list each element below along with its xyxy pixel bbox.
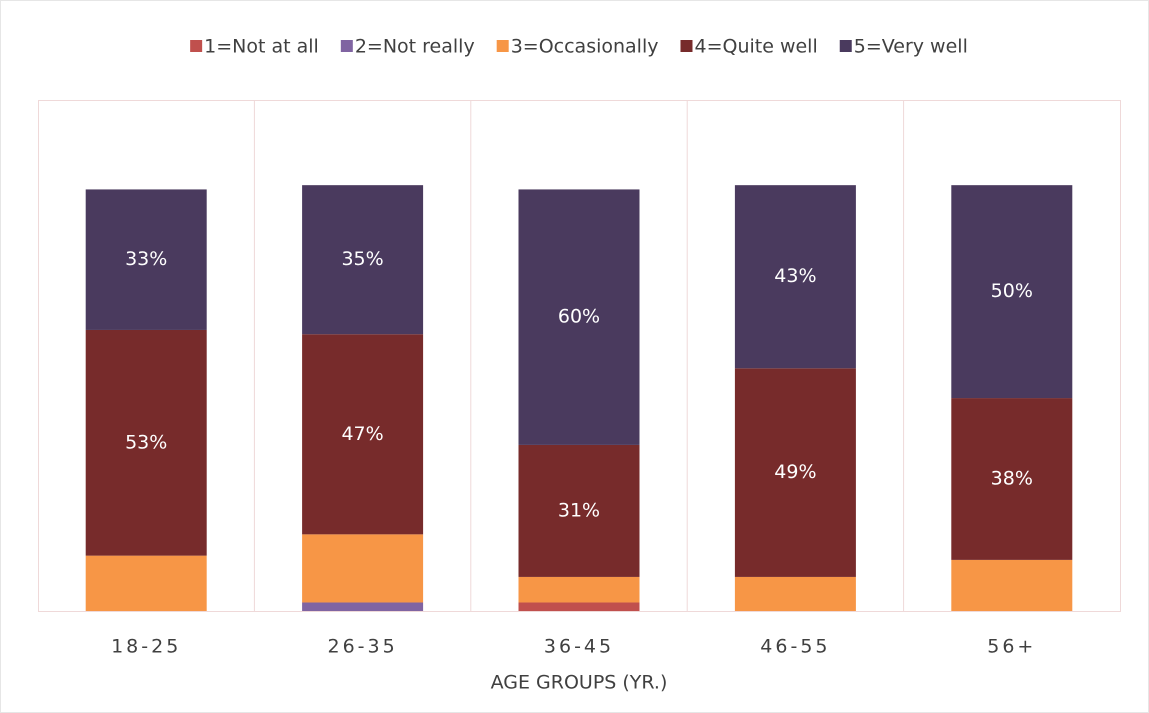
x-tick-label: 26-35 — [327, 636, 397, 658]
x-tick-label: 46-55 — [760, 636, 830, 658]
legend-label: 3=Occasionally — [511, 36, 659, 58]
data-label: 47% — [341, 423, 383, 445]
legend-swatch — [496, 40, 509, 52]
bar-segment — [302, 602, 424, 611]
legend-swatch — [680, 40, 693, 52]
legend: 1=Not at all 2=Not really 3=Occasionally 4=… — [190, 36, 968, 58]
bar-segment — [518, 189, 640, 445]
bar-segment — [302, 534, 424, 603]
bar-segment — [518, 576, 640, 603]
plot-frame — [38, 100, 1121, 612]
bar-segment — [302, 185, 424, 335]
data-label: 33% — [125, 248, 167, 270]
bar-segment — [734, 185, 856, 369]
data-label: 53% — [125, 431, 167, 453]
x-tick-label: 56+ — [987, 636, 1036, 658]
data-label: 50% — [991, 280, 1033, 302]
bar-segment — [518, 602, 640, 611]
legend-label: 2=Not really — [355, 36, 475, 58]
bar-segment — [734, 576, 856, 611]
legend-swatch — [340, 40, 353, 52]
bar-segment — [734, 368, 856, 577]
bar-segment — [302, 334, 424, 535]
bar-segment — [85, 555, 207, 611]
bar-segment — [951, 185, 1073, 399]
x-tick-label: 36-45 — [544, 636, 614, 658]
bar-segment — [951, 559, 1073, 611]
legend-swatch — [839, 40, 852, 52]
bar-segment — [85, 329, 207, 556]
data-label: 38% — [991, 467, 1033, 489]
legend-label: 4=Quite well — [694, 36, 817, 58]
legend-label: 1=Not at all — [204, 36, 319, 58]
data-label: 43% — [774, 265, 816, 287]
data-label: 35% — [341, 248, 383, 270]
data-label: 60% — [558, 306, 600, 328]
data-label: 31% — [558, 499, 600, 521]
data-label: 49% — [774, 461, 816, 483]
bar-segment — [951, 398, 1073, 560]
bar-segment — [85, 189, 207, 330]
x-tick-label: 18-25 — [111, 636, 181, 658]
bar-segment — [518, 444, 640, 577]
legend-swatch — [190, 40, 203, 52]
x-axis-title: AGE GROUPS (YR.) — [491, 672, 668, 694]
legend-label: 5=Very well — [854, 36, 968, 58]
